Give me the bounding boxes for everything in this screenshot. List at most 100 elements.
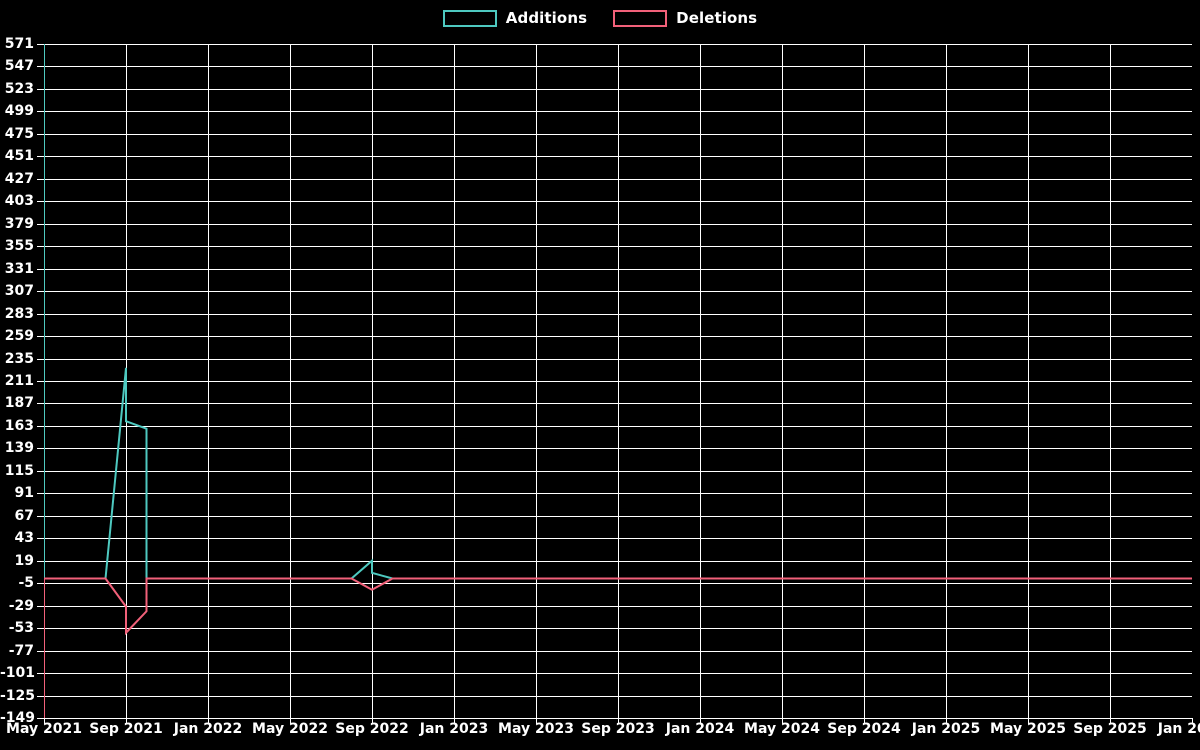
y-axis-tick-mark bbox=[37, 471, 44, 472]
x-axis-tick-mark bbox=[454, 718, 455, 724]
x-axis-tick-mark bbox=[700, 718, 701, 724]
gridline-v bbox=[290, 44, 291, 718]
y-axis-tick-label: 475 bbox=[4, 125, 34, 142]
y-axis-tick-label: -53 bbox=[8, 620, 34, 637]
gridline-v bbox=[372, 44, 373, 718]
y-axis-tick-mark bbox=[37, 336, 44, 337]
y-axis-tick-mark bbox=[37, 156, 44, 157]
y-axis-tick-label: 355 bbox=[4, 238, 34, 255]
x-axis-tick-mark bbox=[1192, 718, 1193, 724]
y-axis-tick-mark bbox=[37, 89, 44, 90]
x-axis-tick-mark bbox=[208, 718, 209, 724]
y-axis-tick-mark bbox=[37, 583, 44, 584]
y-axis-tick-mark bbox=[37, 448, 44, 449]
x-axis-tick-label: May 2023 bbox=[498, 721, 574, 737]
y-axis-tick-mark bbox=[37, 269, 44, 270]
y-axis-tick-mark bbox=[37, 66, 44, 67]
y-axis-tick-label: 139 bbox=[4, 440, 34, 457]
legend-label-deletions: Deletions bbox=[676, 9, 758, 27]
y-axis-tick-mark bbox=[37, 291, 44, 292]
gridline-v bbox=[700, 44, 701, 718]
y-axis-tick-mark bbox=[37, 651, 44, 652]
x-axis-tick-label: Sep 2024 bbox=[827, 721, 901, 737]
y-axis-tick-label: -101 bbox=[0, 665, 36, 682]
y-axis-tick-mark bbox=[37, 426, 44, 427]
y-axis-tick-mark bbox=[37, 718, 44, 719]
x-axis-tick-mark bbox=[782, 718, 783, 724]
legend-swatch-additions-icon bbox=[442, 9, 497, 27]
y-axis-tick-mark bbox=[37, 179, 44, 180]
gridline-v bbox=[454, 44, 455, 718]
y-axis-tick-label: 427 bbox=[4, 170, 34, 187]
gridline-v bbox=[536, 44, 537, 718]
x-axis-tick-label: May 2025 bbox=[990, 721, 1066, 737]
y-axis-tick-mark bbox=[37, 538, 44, 539]
legend-label-additions: Additions bbox=[505, 9, 588, 27]
y-axis-tick-label: 331 bbox=[4, 260, 34, 277]
x-axis-tick-mark bbox=[44, 718, 45, 724]
y-axis-tick-mark bbox=[37, 696, 44, 697]
x-axis-tick-mark bbox=[290, 718, 291, 724]
x-axis-tick-label: Sep 2021 bbox=[89, 721, 163, 737]
y-axis-tick-label: 403 bbox=[4, 193, 34, 210]
y-axis-tick-label: 163 bbox=[4, 417, 34, 434]
y-axis-tick-label: -149 bbox=[0, 710, 36, 726]
y-axis-tick-mark bbox=[37, 359, 44, 360]
y-axis-tick-mark bbox=[37, 403, 44, 404]
x-axis-tick-mark bbox=[1028, 718, 1029, 724]
x-axis-tick-label: Jan 2026 bbox=[1157, 721, 1200, 737]
x-axis-tick-label: Jan 2022 bbox=[173, 721, 243, 737]
y-axis-tick-label: 235 bbox=[4, 350, 34, 367]
x-axis-tick-label: Jan 2024 bbox=[665, 721, 735, 737]
x-axis-tick-label: May 2024 bbox=[744, 721, 820, 737]
x-axis-tick-label: Sep 2023 bbox=[581, 721, 655, 737]
y-axis-tick-mark bbox=[37, 606, 44, 607]
x-axis-tick-mark bbox=[536, 718, 537, 724]
y-axis-tick-mark bbox=[37, 516, 44, 517]
x-axis-tick-mark bbox=[1110, 718, 1111, 724]
x-axis-tick-mark bbox=[946, 718, 947, 724]
x-axis-tick-mark bbox=[126, 718, 127, 724]
y-axis-tick-mark bbox=[37, 628, 44, 629]
y-axis-tick-label: 43 bbox=[14, 530, 34, 547]
legend-item-additions[interactable]: Additions bbox=[442, 9, 588, 27]
y-axis-tick-label: -5 bbox=[18, 575, 34, 592]
y-axis-tick-label: 307 bbox=[4, 283, 34, 300]
y-axis-tick-mark bbox=[37, 111, 44, 112]
legend-swatch-deletions-icon bbox=[613, 9, 668, 27]
legend-item-deletions[interactable]: Deletions bbox=[613, 9, 757, 27]
y-axis-tick-label: 259 bbox=[4, 328, 34, 345]
y-axis-tick-label: 67 bbox=[14, 507, 34, 524]
y-axis-tick-mark bbox=[37, 201, 44, 202]
y-axis-tick-mark bbox=[37, 381, 44, 382]
plot-area bbox=[44, 44, 1192, 718]
gridline-v bbox=[1028, 44, 1029, 718]
y-axis-tick-mark bbox=[37, 673, 44, 674]
gridline-v bbox=[946, 44, 947, 718]
y-axis-tick-label: 115 bbox=[4, 462, 34, 479]
x-axis-tick-label: Sep 2022 bbox=[335, 721, 409, 737]
gridline-v bbox=[618, 44, 619, 718]
x-axis-tick-mark bbox=[618, 718, 619, 724]
x-axis-tick-label: Sep 2025 bbox=[1073, 721, 1147, 737]
y-axis-tick-label: -29 bbox=[8, 597, 34, 614]
x-axis-tick-label: Jan 2025 bbox=[911, 721, 981, 737]
y-axis-tick-label: 571 bbox=[4, 36, 34, 52]
y-axis-tick-label: 211 bbox=[4, 373, 34, 389]
y-axis-tick-label: -77 bbox=[8, 642, 34, 659]
y-axis-tick-mark bbox=[37, 224, 44, 225]
y-axis-tick-mark bbox=[37, 246, 44, 247]
y-axis-tick-label: 547 bbox=[4, 58, 34, 75]
chart-legend: Additions Deletions bbox=[0, 0, 1200, 36]
y-axis-tick-label: 499 bbox=[4, 103, 34, 120]
x-axis-tick-mark bbox=[372, 718, 373, 724]
series-line-additions bbox=[44, 44, 1192, 579]
y-axis-tick-label: 187 bbox=[4, 395, 34, 412]
gridline-v bbox=[864, 44, 865, 718]
y-axis-tick-label: -125 bbox=[0, 687, 36, 704]
y-axis-tick-mark bbox=[37, 314, 44, 315]
y-axis-tick-label: 19 bbox=[14, 552, 34, 569]
y-axis-tick-label: 91 bbox=[14, 485, 34, 502]
y-axis-tick-label: 283 bbox=[4, 305, 34, 322]
